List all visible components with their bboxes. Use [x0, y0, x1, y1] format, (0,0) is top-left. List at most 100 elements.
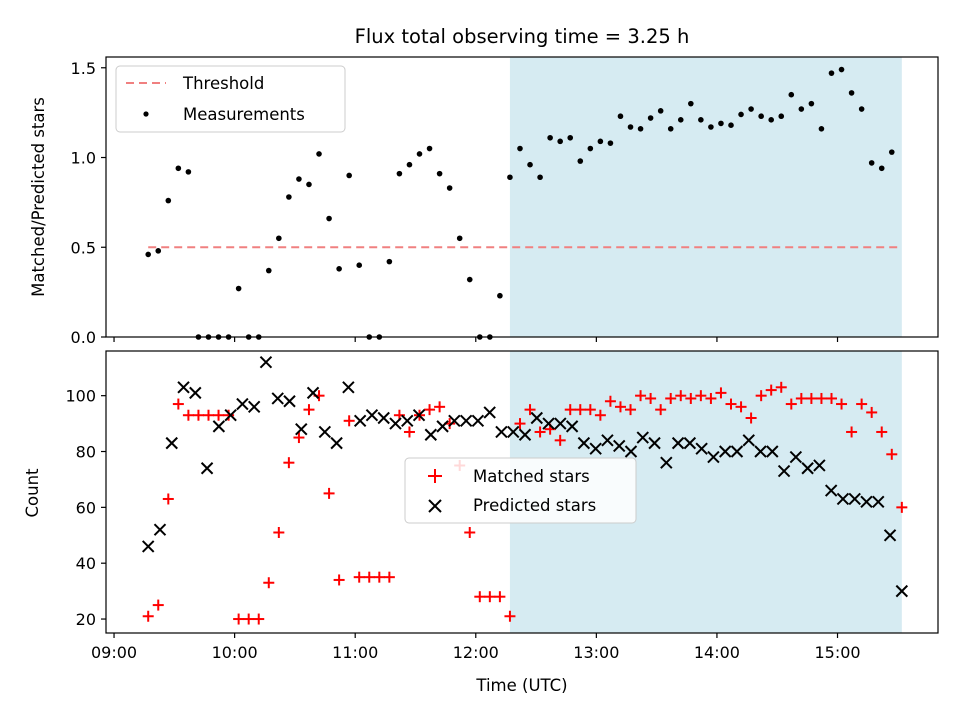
predicted-star-point	[177, 381, 190, 394]
matched-star-point	[604, 395, 616, 407]
matched-star-point	[233, 613, 245, 625]
matched-star-point	[263, 577, 275, 589]
matched-star-point	[675, 390, 687, 402]
measurement-point	[446, 185, 453, 191]
measurement-point	[637, 125, 644, 132]
legend-measurements-label: Measurements	[183, 105, 305, 124]
matched-star-point	[383, 571, 395, 583]
matched-star-point	[775, 381, 787, 393]
matched-star-point	[745, 412, 757, 424]
x-tick-label: 12:00	[453, 643, 499, 662]
matched-star-point	[836, 398, 848, 410]
measurement-point	[466, 276, 473, 283]
bottom-legend-box	[404, 457, 637, 524]
matched-star-point	[182, 409, 194, 421]
matched-star-point	[896, 501, 908, 513]
predicted-star-point	[777, 464, 791, 478]
measurement-point	[336, 265, 342, 272]
predicted-star-point	[365, 409, 379, 422]
measurement-point	[527, 161, 533, 168]
predicted-star-point	[624, 445, 638, 458]
measurement-point	[778, 113, 785, 120]
measurement-point	[426, 145, 433, 152]
measurement-point	[507, 174, 513, 181]
matched-star-point	[464, 526, 476, 538]
measurement-point	[878, 165, 885, 172]
measurement-point	[346, 172, 352, 179]
predicted-star-point	[518, 428, 532, 441]
measurement-point	[577, 158, 584, 164]
matched-star-point	[685, 392, 697, 404]
predicted-star-point	[565, 420, 579, 433]
matched-star-point	[866, 406, 878, 418]
measurement-point	[326, 215, 332, 222]
predicted-star-point	[754, 445, 767, 458]
predicted-star-point	[436, 420, 449, 433]
predicted-star-point	[718, 445, 732, 458]
predicted-star-point	[554, 417, 567, 430]
measurement-point	[517, 145, 523, 152]
top-y-axis: 0.0 0.5 1.0 1.5	[71, 59, 106, 347]
predicted-star-point	[730, 445, 744, 458]
measurement-point	[647, 115, 654, 121]
measurement-point	[607, 140, 614, 146]
predicted-star-point	[860, 495, 873, 508]
measurement-point	[788, 91, 795, 98]
matched-star-point	[554, 434, 566, 446]
measurement-point	[316, 151, 322, 157]
measurement-point	[567, 134, 574, 141]
matched-star-point	[343, 415, 355, 427]
bottom-x-axis: 09:00 10:00 11:00 12:00 13:00 14:00 15:00	[91, 633, 861, 662]
matched-star-point	[424, 404, 436, 416]
matched-star-point	[815, 392, 827, 404]
legend-measurements-swatch	[143, 111, 149, 117]
measurement-point	[838, 66, 845, 73]
x-tick-label: 10:00	[212, 643, 258, 662]
x-tick-label: 09:00	[91, 643, 137, 662]
predicted-star-point	[318, 425, 332, 439]
matched-star-point	[474, 591, 486, 603]
predicted-star-point	[707, 450, 720, 464]
measurement-point	[416, 151, 423, 157]
measurement-point	[798, 106, 805, 112]
x-tick-label: 15:00	[814, 643, 860, 662]
matched-star-point	[303, 404, 315, 416]
predicted-star-point	[895, 584, 909, 598]
predicted-star-point	[836, 492, 850, 506]
predicted-star-point	[636, 431, 649, 444]
measurement-point	[708, 124, 714, 130]
matched-star-point	[785, 398, 797, 410]
predicted-star-point	[883, 529, 897, 542]
matched-star-point	[765, 384, 777, 396]
predicted-star-point	[507, 425, 520, 439]
predicted-star-point	[601, 434, 614, 447]
y-tick-label: 20	[76, 610, 96, 629]
measurement-point	[848, 90, 855, 96]
matched-star-point	[594, 409, 606, 421]
measurement-point	[718, 120, 724, 127]
matched-star-point	[172, 398, 184, 410]
predicted-star-point	[330, 436, 343, 450]
matched-star-point	[635, 390, 647, 402]
predicted-star-point	[377, 411, 390, 425]
top-panel: 0.0 0.5 1.0 1.5 Matched/Predicted stars Thr…	[29, 56, 939, 347]
x-tick-label: 14:00	[694, 643, 740, 662]
x-axis-label: Time (UTC)	[475, 676, 567, 695]
predicted-star-point	[212, 420, 226, 433]
y-tick-label: 40	[76, 554, 96, 573]
matched-star-point	[564, 404, 576, 416]
measurement-point	[657, 108, 664, 114]
predicted-star-point	[247, 400, 261, 414]
matched-star-point	[534, 426, 546, 438]
top-shaded-region	[509, 57, 902, 337]
matched-star-point	[353, 571, 365, 583]
predicted-star-point	[389, 417, 402, 430]
predicted-star-point	[660, 456, 673, 469]
measurement-point	[296, 176, 302, 182]
predicted-star-point	[824, 484, 838, 497]
predicted-star-point	[530, 411, 543, 425]
matched-star-point	[886, 448, 898, 460]
measurement-point	[185, 169, 192, 175]
matched-star-point	[614, 401, 626, 413]
predicted-star-point	[401, 414, 414, 428]
